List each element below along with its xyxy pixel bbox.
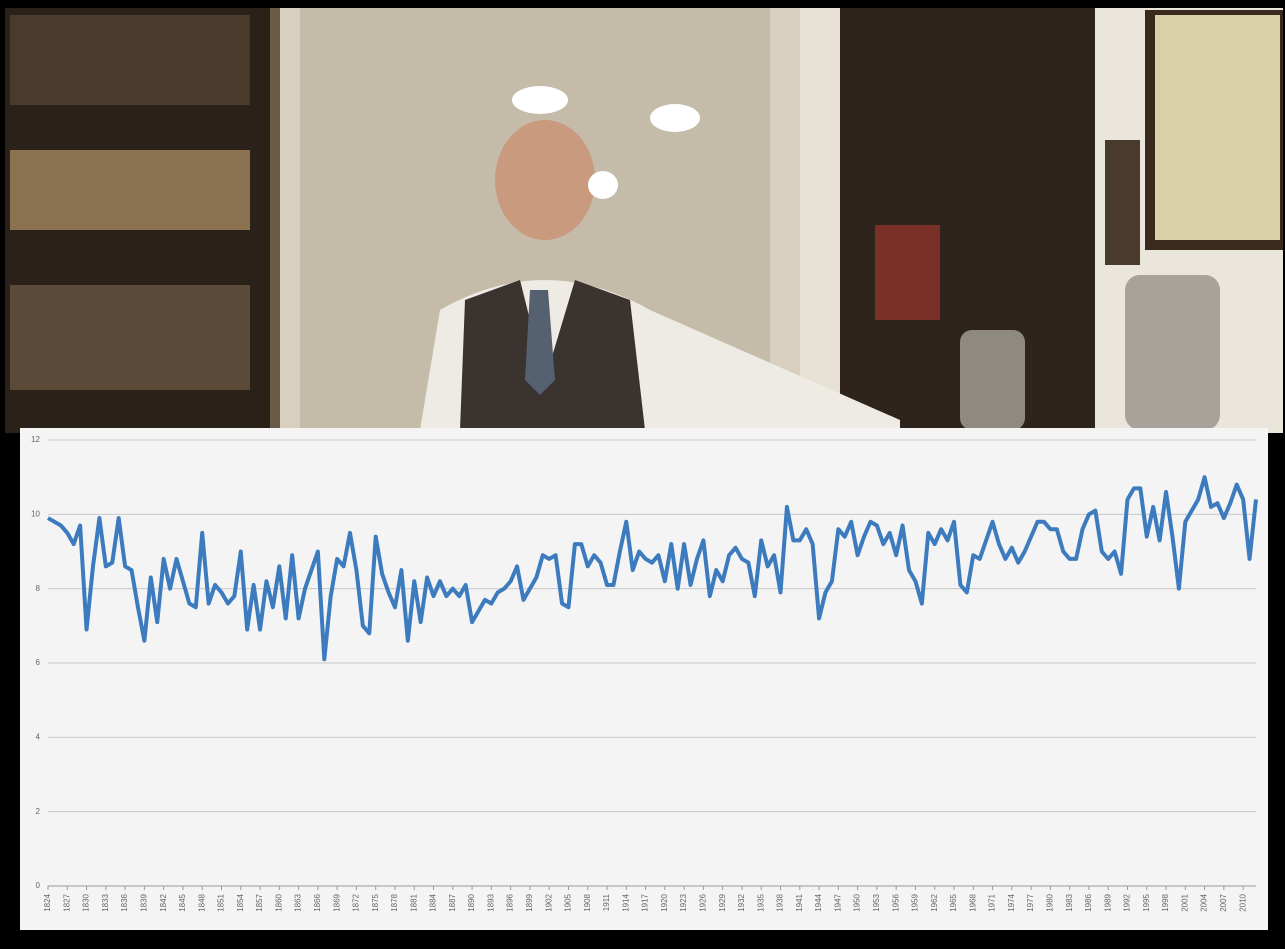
x-tick-label: 1953 xyxy=(872,893,881,911)
x-tick-label: 1995 xyxy=(1142,893,1151,911)
chart-panel xyxy=(20,428,1268,930)
x-tick-label: 1944 xyxy=(814,893,823,911)
x-tick-label: 1845 xyxy=(178,893,187,911)
x-tick-label: 1986 xyxy=(1084,893,1093,911)
x-tick-label: 1827 xyxy=(62,893,71,911)
x-tick-label: 1836 xyxy=(120,893,129,911)
x-tick-label: 1824 xyxy=(43,893,52,911)
x-tick-label: 1938 xyxy=(776,893,785,911)
x-tick-label: 1965 xyxy=(949,893,958,911)
chart: 0 2 4 6 8 10 12 1824 1827 1830 1833 1836 1839 1842 184… xyxy=(31,435,1258,912)
x-tick-label: 1890 xyxy=(467,893,476,911)
y-tick-label: 0 xyxy=(36,881,41,890)
x-tick-label: 1920 xyxy=(660,893,669,911)
x-tick-label: 1998 xyxy=(1161,893,1170,911)
x-tick-label: 1926 xyxy=(699,893,708,911)
x-tick-label: 2004 xyxy=(1200,893,1209,911)
x-tick-label: 1923 xyxy=(679,893,688,911)
x-tick-label: 1980 xyxy=(1045,893,1054,911)
x-tick-label: 1881 xyxy=(409,893,418,911)
x-tick-label: 1896 xyxy=(506,893,515,911)
x-tick-label: 1842 xyxy=(159,893,168,911)
x-tick-label: 1929 xyxy=(718,893,727,911)
x-tick-label: 1839 xyxy=(139,893,148,911)
x-tick-label: 1968 xyxy=(968,893,977,911)
y-tick-label: 4 xyxy=(36,732,41,741)
x-tick-label: 1914 xyxy=(621,893,630,911)
x-tick-label: 1956 xyxy=(891,893,900,911)
x-tick-label: 2010 xyxy=(1238,893,1247,911)
x-tick-label: 1902 xyxy=(544,893,553,911)
x-tick-label: 1959 xyxy=(911,893,920,911)
x-tick-label: 1962 xyxy=(930,893,939,911)
y-tick-label: 6 xyxy=(36,658,41,667)
x-tick-label: 1932 xyxy=(737,893,746,911)
data-line xyxy=(46,475,1258,662)
x-tick-label: 1869 xyxy=(332,893,341,911)
x-tick-label: 1872 xyxy=(352,893,361,911)
x-tick-label: 1905 xyxy=(564,893,573,911)
x-tick-label: 1935 xyxy=(756,893,765,911)
x-tick-label: 1950 xyxy=(853,893,862,911)
x-tick-label: 1917 xyxy=(641,893,650,911)
x-tick-label: 1893 xyxy=(486,893,495,911)
x-tick-label: 1971 xyxy=(988,893,997,911)
y-tick-label: 2 xyxy=(36,807,41,816)
x-tick-label: 1875 xyxy=(371,893,380,911)
x-tick-label: 1878 xyxy=(390,893,399,911)
x-tick-label: 1989 xyxy=(1103,893,1112,911)
y-tick-label: 12 xyxy=(31,435,40,444)
x-tick-label: 1830 xyxy=(82,893,91,911)
x-tick-label: 1947 xyxy=(833,893,842,911)
x-tick-label: 1974 xyxy=(1007,893,1016,911)
x-tick-label: 1911 xyxy=(602,893,611,911)
x-tick-label: 1899 xyxy=(525,893,534,911)
x-tick-label: 1866 xyxy=(313,893,322,911)
x-tick-label: 1860 xyxy=(274,893,283,911)
x-tick-label: 1851 xyxy=(217,893,226,911)
x-tick-label: 1884 xyxy=(429,893,438,911)
y-tick-label: 8 xyxy=(36,584,41,593)
x-tick-label: 1848 xyxy=(197,893,206,911)
x-tick-label: 1908 xyxy=(583,893,592,911)
y-tick-label: 10 xyxy=(31,509,40,518)
x-tick-label: 1863 xyxy=(294,893,303,911)
x-tick-label: 1983 xyxy=(1065,893,1074,911)
x-tick-label: 1977 xyxy=(1026,893,1035,911)
x-tick-label: 2007 xyxy=(1219,893,1228,911)
x-tick-label: 1833 xyxy=(101,893,110,911)
x-tick-label: 1941 xyxy=(795,893,804,911)
x-tick-label: 2001 xyxy=(1180,893,1189,911)
x-tick-label: 1992 xyxy=(1123,893,1132,911)
x-tick-label: 1854 xyxy=(236,893,245,911)
x-tick-label: 1857 xyxy=(255,893,264,911)
x-tick-label: 1887 xyxy=(448,893,457,911)
